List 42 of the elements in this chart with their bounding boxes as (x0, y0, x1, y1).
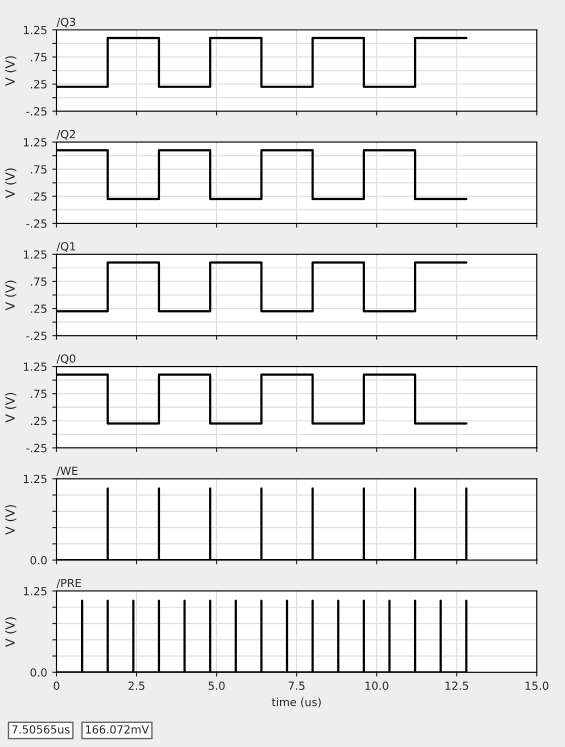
y-tick-label: .75 (30, 278, 46, 286)
y-tick-label: .75 (30, 53, 46, 62)
x-tick-label: 10.0 (366, 682, 388, 690)
y-tick-label: 0.0 (30, 556, 47, 564)
chart-title: /PRE (56, 578, 81, 588)
x-tick-label: 15.0 (526, 682, 548, 690)
x-tick-label: 7.5 (288, 682, 304, 690)
y-tick-label: 1.25 (24, 26, 46, 34)
x-axis-title: time (us) (272, 698, 321, 708)
y-tick-label: .25 (30, 192, 46, 201)
y-tick-label: .75 (30, 390, 46, 398)
chart-title: /Q0 (56, 354, 76, 364)
y-axis-title: V (V) (5, 56, 16, 86)
y-tick-label: -.25 (26, 444, 47, 452)
y-tick-label: 1.25 (24, 362, 46, 371)
y-tick-label: 1.25 (24, 138, 46, 146)
x-tick-label: 5.0 (208, 682, 225, 690)
y-tick-label: .75 (30, 165, 46, 174)
y-tick-label: 0.0 (30, 668, 47, 677)
y-axis-title: V (V) (5, 617, 16, 647)
y-tick-label: .25 (30, 416, 46, 426)
y-tick-label: .25 (30, 80, 46, 88)
chart-title: /Q3 (56, 18, 76, 28)
y-axis-title: V (V) (5, 280, 16, 310)
text: 166.072mV (86, 725, 150, 734)
chart-title: /Q1 (56, 242, 76, 252)
text: 7.50565us (12, 725, 70, 734)
y-tick-label: -.25 (26, 332, 47, 340)
chart-title: /Q2 (56, 130, 75, 140)
y-tick-label: -.25 (26, 107, 47, 116)
chart-title: /WE (56, 466, 78, 476)
y-tick-label: 1.25 (24, 250, 46, 259)
x-tick-label: 2.5 (128, 682, 144, 690)
y-axis-title: V (V) (5, 168, 16, 198)
y-tick-label: 1.25 (24, 474, 46, 484)
x-tick-label: 0 (54, 682, 60, 690)
y-tick-label: 1.25 (24, 586, 46, 596)
y-tick-label: -.25 (26, 219, 47, 228)
x-tick-label: 12.5 (446, 682, 468, 690)
y-axis-title: V (V) (5, 392, 16, 423)
y-tick-label: .25 (30, 304, 46, 313)
y-axis-title: V (V) (5, 505, 16, 535)
